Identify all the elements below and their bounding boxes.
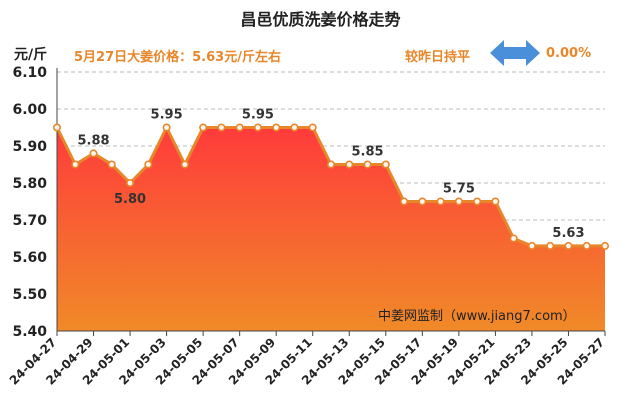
data-point (582, 241, 591, 250)
data-label: 5.95 (242, 108, 274, 123)
y-tick-label: 5.40 (12, 324, 47, 340)
data-point (180, 160, 189, 169)
data-point (107, 160, 116, 169)
data-label: 5.85 (351, 145, 383, 160)
data-point (144, 160, 153, 169)
data-point (546, 241, 555, 250)
data-label: 5.95 (151, 108, 183, 123)
compare-value: 0.00% (546, 46, 592, 61)
data-point (564, 241, 573, 250)
data-point (235, 123, 244, 132)
data-point (509, 234, 518, 243)
data-point (454, 197, 463, 206)
data-point (436, 197, 445, 206)
double-arrow-icon (490, 40, 540, 66)
y-tick-label: 5.50 (12, 287, 47, 303)
data-label: 5.63 (552, 226, 584, 241)
data-point (52, 123, 61, 132)
data-point (162, 123, 171, 132)
data-point (600, 241, 609, 250)
y-tick-label: 5.80 (12, 176, 47, 192)
data-label: 5.80 (114, 192, 146, 207)
data-point (89, 149, 98, 158)
price-note: 5月27日大姜价格：5.63元/斤左右 (74, 50, 281, 65)
data-point (126, 179, 135, 188)
y-tick-label: 5.90 (12, 139, 47, 155)
data-point (217, 123, 226, 132)
data-point (418, 197, 427, 206)
data-label: 5.88 (77, 133, 109, 148)
data-point (491, 197, 500, 206)
watermark: 中姜网监制（www.jiang7.com） (378, 309, 576, 324)
data-point (527, 241, 536, 250)
y-tick-label: 5.70 (12, 213, 47, 229)
chart-title: 昌邑优质洗姜价格走势 (240, 10, 401, 29)
y-tick-label: 6.10 (12, 65, 47, 81)
compare-label: 较昨日持平 (405, 50, 471, 65)
data-point (326, 160, 335, 169)
data-point (363, 160, 372, 169)
data-point (290, 123, 299, 132)
data-point (473, 197, 482, 206)
data-point (199, 123, 208, 132)
y-tick-label: 5.60 (12, 250, 47, 266)
y-axis-unit: 元/斤 (14, 47, 48, 63)
data-label: 5.75 (443, 182, 475, 197)
data-point (71, 160, 80, 169)
data-point (253, 123, 262, 132)
y-tick-label: 6.00 (12, 102, 47, 118)
data-point (381, 160, 390, 169)
data-point (308, 123, 317, 132)
data-point (400, 197, 409, 206)
data-point (272, 123, 281, 132)
area-fill (57, 127, 605, 331)
data-point (345, 160, 354, 169)
